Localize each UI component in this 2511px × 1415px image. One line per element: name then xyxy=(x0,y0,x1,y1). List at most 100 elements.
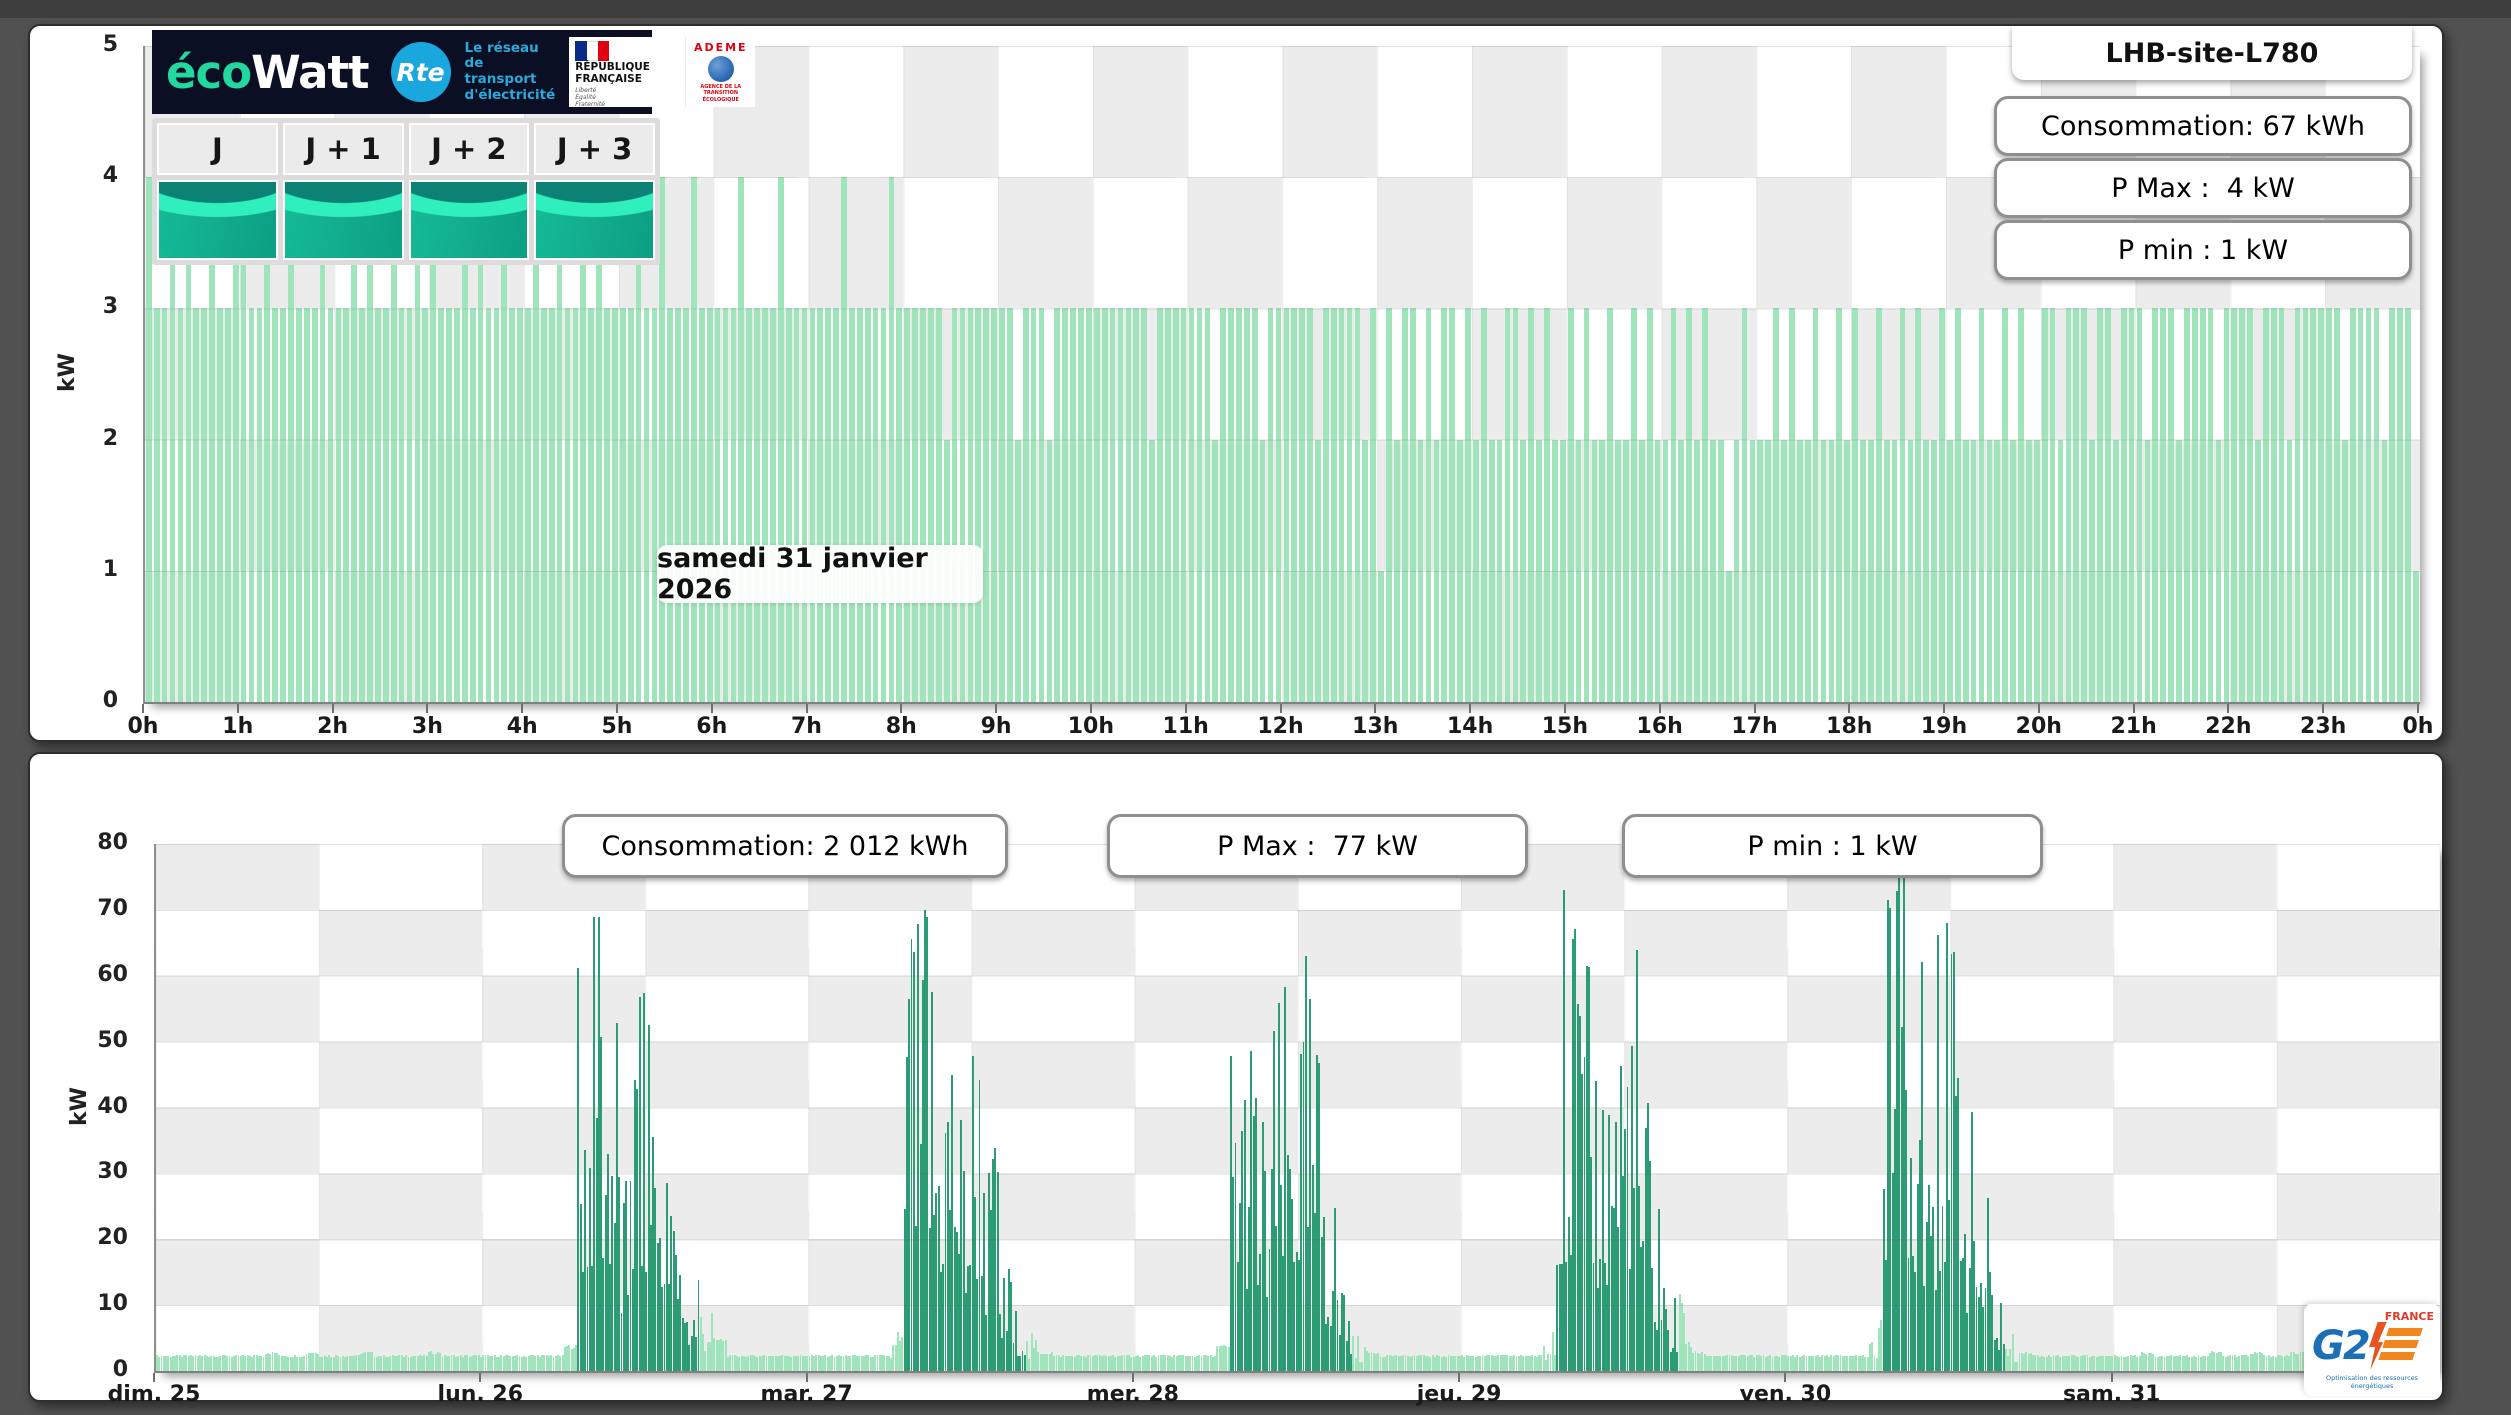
bar-10min xyxy=(1279,1184,1282,1371)
bar-10min xyxy=(1196,1356,1198,1371)
bar-10min xyxy=(1291,1198,1294,1371)
bar-10min xyxy=(1309,998,1312,1371)
bar-10min xyxy=(899,1340,902,1371)
ecowatt-gauge-icon-j2[interactable] xyxy=(408,180,530,260)
bar-10min xyxy=(828,1356,831,1371)
bar-10min xyxy=(1431,1354,1434,1371)
bar-10min xyxy=(890,1358,893,1371)
x-tick-mark xyxy=(331,704,334,713)
bar-10min xyxy=(1746,1356,1749,1371)
bottom-y-axis: 0 10 20 30 40 50 60 70 80 xyxy=(30,830,142,1382)
bar-5min xyxy=(217,308,223,702)
bar-10min xyxy=(1923,1285,1926,1371)
bar-10min xyxy=(1191,1356,1194,1371)
bar-10min xyxy=(1968,1267,1971,1371)
bar-10min xyxy=(677,1299,680,1371)
bar-10min xyxy=(1470,1356,1473,1371)
ecowatt-gauge-icon-j[interactable] xyxy=(157,180,278,260)
bar-10min xyxy=(1925,1221,1928,1371)
ecowatt-wordmark: écoWatt xyxy=(166,45,370,99)
bar-10min xyxy=(1114,1356,1117,1371)
y-tick-label: 10 xyxy=(97,1291,128,1317)
bar-5min xyxy=(1868,439,1874,702)
bar-10min xyxy=(1830,1355,1833,1371)
bar-10min xyxy=(1141,1355,1144,1371)
bar-5min xyxy=(1449,308,1456,702)
bar-5min xyxy=(1741,308,1748,702)
bar-10min xyxy=(1159,1355,1162,1371)
bar-10min xyxy=(1887,899,1890,1371)
bar-10min xyxy=(1300,1054,1303,1371)
bar-10min xyxy=(847,1356,849,1371)
bar-10min xyxy=(1243,1099,1246,1371)
bar-5min xyxy=(1409,308,1416,702)
bar-10min xyxy=(1044,1353,1047,1371)
bar-10min xyxy=(1107,1356,1110,1371)
bar-10min xyxy=(2274,1356,2277,1371)
bar-10min xyxy=(915,1225,917,1371)
bar-10min xyxy=(1622,1175,1624,1371)
bar-10min xyxy=(226,1356,229,1371)
bar-10min xyxy=(1066,1355,1069,1371)
bar-5min xyxy=(627,308,634,702)
bar-10min xyxy=(1288,1169,1291,1371)
bar-10min xyxy=(171,1356,174,1371)
bar-5min xyxy=(327,308,334,702)
bar-10min xyxy=(1207,1356,1210,1371)
bar-10min xyxy=(1531,1355,1534,1371)
bar-10min xyxy=(439,1353,442,1371)
top-y-axis-unit: kW xyxy=(54,353,80,392)
bar-10min xyxy=(1216,1345,1219,1371)
day-button-j[interactable]: J xyxy=(157,123,278,175)
bar-10min xyxy=(1569,1254,1572,1371)
x-tick-label: lun. 26 xyxy=(437,1382,524,1407)
bar-10min xyxy=(1950,953,1953,1371)
bar-10min xyxy=(627,1294,630,1371)
ecowatt-gauge-icon-j1[interactable] xyxy=(282,180,404,260)
bar-10min xyxy=(2199,1356,2202,1371)
bar-5min xyxy=(2097,308,2103,702)
bar-10min xyxy=(1490,1355,1493,1371)
x-tick-label: 14h xyxy=(1446,714,1494,739)
bar-10min xyxy=(2023,1354,2025,1371)
bar-10min xyxy=(416,1355,419,1371)
bar-10min xyxy=(738,1356,741,1371)
day-button-j1[interactable]: J + 1 xyxy=(282,123,404,175)
bar-10min xyxy=(1585,966,1588,1371)
bar-10min xyxy=(362,1352,365,1371)
bar-10min xyxy=(1234,1142,1237,1371)
bar-10min xyxy=(1644,1128,1647,1371)
bar-5min xyxy=(343,308,350,702)
bar-10min xyxy=(810,1355,813,1371)
bar-5min xyxy=(1733,439,1740,702)
day-button-j3[interactable]: J + 3 xyxy=(534,123,655,175)
bar-10min xyxy=(878,1355,881,1371)
bar-5min xyxy=(311,308,318,702)
weekly-chart-panel: 0 10 20 30 40 50 60 70 80 dim. 25 lun. 26 mar. 27 m… xyxy=(28,752,2444,1407)
bar-10min xyxy=(1359,1362,1362,1371)
bar-10min xyxy=(1694,1351,1697,1371)
bar-10min xyxy=(1409,1357,1411,1371)
bar-10min xyxy=(217,1356,220,1371)
bar-5min xyxy=(1907,439,1914,702)
bar-10min xyxy=(659,1238,661,1371)
ecowatt-gauge-icon-j3[interactable] xyxy=(534,180,655,260)
bar-10min xyxy=(1710,1356,1713,1371)
bar-10min xyxy=(405,1355,408,1371)
x-tick-mark xyxy=(521,704,524,713)
bar-10min xyxy=(568,1345,571,1371)
bar-10min xyxy=(1014,1311,1017,1371)
bar-5min xyxy=(193,308,200,702)
bar-10min xyxy=(1495,1356,1498,1371)
y-tick-label: 50 xyxy=(97,1027,128,1053)
bar-10min xyxy=(622,1203,625,1371)
bar-10min xyxy=(2143,1352,2146,1371)
bar-10min xyxy=(980,1276,983,1371)
bar-10min xyxy=(1757,1354,1760,1371)
bar-10min xyxy=(1993,1339,1996,1371)
bar-10min xyxy=(1232,1176,1235,1371)
bar-10min xyxy=(208,1356,211,1371)
day-button-j2[interactable]: J + 2 xyxy=(408,123,530,175)
bar-5min xyxy=(1552,439,1558,702)
bar-10min xyxy=(1329,1325,1332,1371)
